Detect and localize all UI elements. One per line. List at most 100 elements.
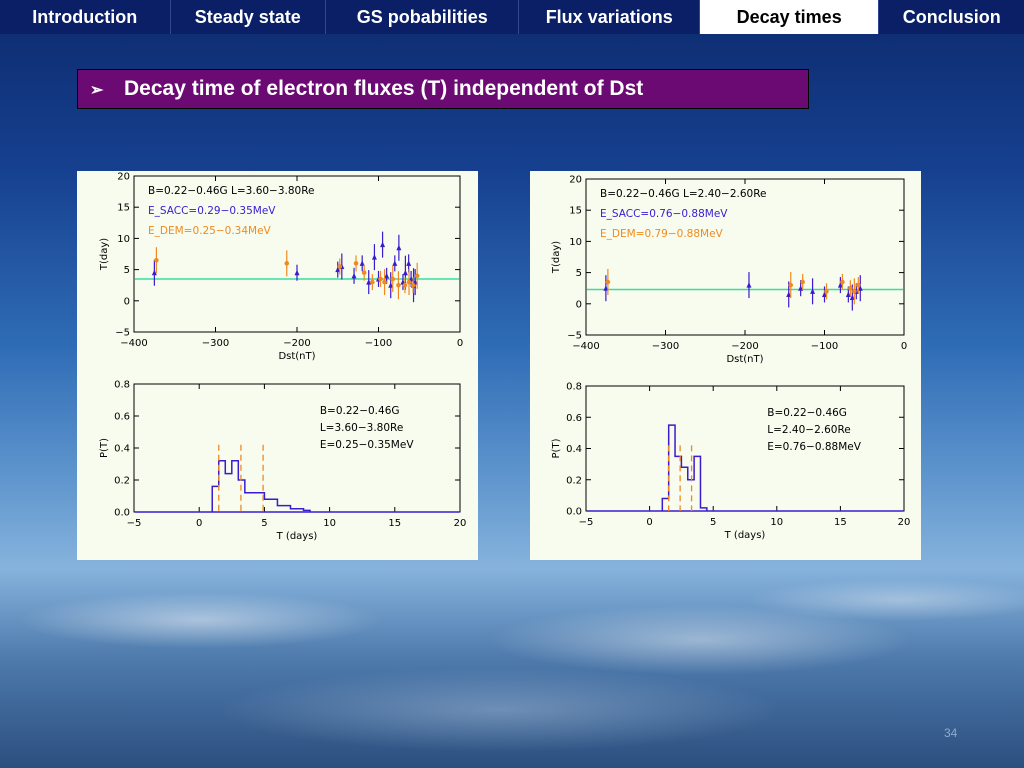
left-top-sacc-point	[384, 272, 390, 279]
right-bottom-annotation: B=0.22−0.46G	[767, 407, 847, 419]
left-top-y-tick-label: 0	[124, 296, 130, 307]
slide-title-banner: ➢ Decay time of electron fluxes (T) indep…	[77, 69, 809, 109]
left-top-sacc-point	[335, 266, 341, 273]
right-top-y-tick-label: 10	[569, 237, 582, 248]
left-top-sacc-point	[359, 260, 365, 266]
left-bottom-annotation: L=3.60−3.80Re	[320, 422, 404, 434]
left-top-dem-point	[378, 276, 383, 282]
right-top-dem-point	[856, 282, 861, 288]
left-bottom-y-tick-label: 0.6	[114, 412, 130, 423]
left-top-sacc-point	[371, 254, 377, 260]
left-bottom-x-tick-label: 15	[388, 518, 401, 529]
tab-flux-variations[interactable]: Flux variations	[519, 0, 700, 34]
right-top-x-tick-label: −400	[572, 341, 599, 352]
left-top-y-tick-label: 10	[117, 234, 130, 245]
left-top-dem-point	[284, 261, 290, 266]
left-top-dem-point	[337, 264, 343, 269]
left-top-y-tick-label: −5	[115, 328, 130, 339]
page-number: 34	[944, 726, 958, 740]
right-bottom-y-tick-label: 0.4	[566, 444, 582, 455]
right-top-sacc-point	[849, 294, 855, 301]
left-bottom-x-axis-label: T (days)	[276, 531, 318, 542]
tab-gs-probabilities[interactable]: GS pobabilities	[326, 0, 520, 34]
left-bottom-histogram-bars	[211, 460, 311, 512]
right-bottom-y-tick-label: 0.8	[566, 382, 582, 393]
right-top-x-tick-label: −100	[811, 341, 838, 352]
left-bottom-x-tick-label: 10	[323, 518, 336, 529]
slide-title: Decay time of electron fluxes (T) indepe…	[124, 77, 644, 100]
tab-steady-state[interactable]: Steady state	[171, 0, 327, 34]
right-top-y-tick-label: 0	[576, 299, 582, 310]
figure-panel-right: −400 −300 −200 −100 0 −5 0 5 10 15 20 Dst(nT) T(day)…	[530, 171, 921, 560]
left-bottom-x-tick-label: 20	[454, 518, 467, 529]
figure-right-svg: −400 −300 −200 −100 0 −5 0 5 10 15 20 Dst(nT) T(day)…	[551, 175, 911, 542]
right-bottom-y-axis-label: P(T)	[551, 438, 562, 458]
right-top-dem-point	[800, 279, 805, 285]
right-bottom-x-tick-label: −5	[579, 517, 594, 528]
left-top-annotation-region: B=0.22−0.46G L=3.60−3.80Re	[148, 185, 315, 197]
right-top-sacc-point	[845, 291, 851, 297]
left-bottom-annotation: E=0.25−0.35MeV	[320, 439, 415, 451]
left-top-sacc-point	[406, 260, 412, 266]
right-top-dem-point	[848, 285, 853, 291]
left-bottom-x-tick-label: 0	[196, 518, 202, 529]
right-top-x-axis-label: Dst(nT)	[726, 354, 763, 365]
right-bottom-x-tick-label: 20	[898, 517, 911, 528]
left-top-x-tick-label: −100	[365, 338, 392, 349]
right-top-x-tick-label: 0	[901, 341, 907, 352]
right-top-y-tick-label: 15	[569, 206, 582, 217]
right-bottom-x-tick-label: 5	[710, 517, 716, 528]
right-top-x-tick-label: −200	[731, 341, 758, 352]
left-top-sacc-point	[396, 244, 402, 251]
left-top-dem-point	[402, 282, 408, 288]
left-top-dem-point	[406, 279, 412, 285]
tab-conclusion[interactable]: Conclusion	[902, 7, 1001, 27]
right-top-dem-point	[840, 279, 845, 285]
left-top-x-tick-label: 0	[457, 338, 463, 349]
right-bottom-x-tick-label: 10	[770, 517, 783, 528]
left-top-x-tick-label: −300	[202, 338, 229, 349]
right-top-annotation-region: B=0.22−0.46G L=2.40−2.60Re	[600, 188, 767, 200]
right-top-sacc-point	[822, 291, 827, 297]
left-top-sacc-point	[402, 269, 408, 276]
right-bottom-y-tick-label: 0.0	[566, 507, 582, 518]
left-top-sacc-point	[151, 269, 157, 276]
right-top-sacc-point	[603, 285, 609, 291]
cloud-background	[0, 560, 1024, 768]
left-top-sacc-point	[351, 272, 357, 279]
right-top-y-tick-label: −5	[567, 331, 582, 342]
right-bottom-x-tick-label: 15	[834, 517, 847, 528]
tab-introduction[interactable]: Introduction	[0, 0, 171, 34]
right-top-sacc-point	[798, 285, 804, 291]
figure-left-svg: −400 −300 −200 −100 0 −5 0 5 10 15 20 Dst(nT) T(day)…	[99, 172, 467, 543]
left-top-dem-point	[154, 257, 159, 263]
left-top-y-tick-label: 15	[117, 203, 130, 214]
right-top-y-tick-label: 5	[576, 268, 582, 279]
left-top-plot-frame	[133, 175, 461, 333]
left-top-legend-dem: E_DEM=0.25−0.34MeV	[148, 225, 272, 237]
right-bottom-histogram-bars	[661, 424, 708, 511]
left-bottom-y-tick-label: 0.8	[114, 380, 130, 391]
left-bottom-y-tick-label: 0.4	[114, 444, 130, 455]
right-top-y-tick-label: 20	[569, 175, 582, 186]
left-bottom-y-axis-label: P(T)	[99, 438, 110, 458]
left-bottom-y-tick-label: 0.2	[114, 476, 130, 487]
left-top-dem-point	[370, 279, 375, 285]
arrow-bullet-icon: ➢	[90, 82, 104, 99]
right-top-sacc-point	[810, 288, 816, 294]
left-top-y-tick-label: 5	[124, 265, 130, 276]
right-top-sacc-point	[786, 291, 792, 297]
right-top-dem-point	[605, 279, 611, 285]
left-top-x-tick-label: −400	[120, 338, 147, 349]
left-top-dem-point	[396, 282, 401, 288]
left-bottom-x-tick-label: −5	[127, 518, 142, 529]
right-top-dem-point	[852, 289, 857, 294]
tab-decay-times[interactable]: Decay times	[699, 0, 880, 34]
right-top-x-tick-label: −300	[652, 341, 679, 352]
right-top-dem-point	[824, 289, 829, 294]
left-top-sacc-point	[392, 260, 398, 266]
left-top-dem-point	[353, 261, 359, 266]
right-top-legend-sacc: E_SACC=0.76−0.88MeV	[600, 208, 728, 220]
right-top-sacc-point	[857, 285, 863, 291]
left-bottom-x-tick-label: 5	[261, 518, 267, 529]
